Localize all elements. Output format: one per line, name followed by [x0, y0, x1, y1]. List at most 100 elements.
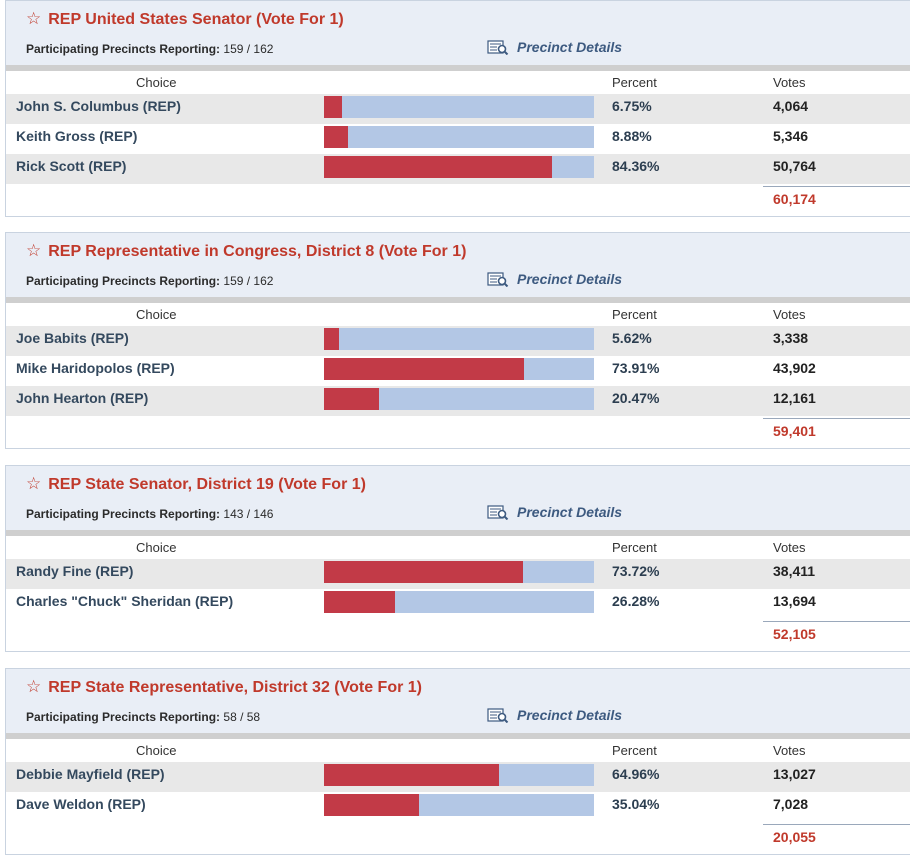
race-title-text: REP United States Senator (Vote For 1): [48, 11, 344, 28]
reporting-label: Participating Precincts Reporting:: [26, 507, 221, 521]
candidate-name: Randy Fine (REP): [16, 563, 134, 579]
candidate-name: Keith Gross (REP): [16, 128, 138, 144]
separator: [6, 530, 910, 536]
candidate-percent: 64.96%: [612, 766, 660, 782]
favorite-star-icon[interactable]: ☆: [26, 677, 42, 696]
column-header: Choice Percent Votes: [6, 536, 910, 559]
votes-header: Votes: [773, 75, 806, 90]
candidate-votes: 5,346: [773, 128, 809, 144]
race-title-text: REP State Senator, District 19 (Vote For…: [48, 476, 366, 493]
precinct-details-link[interactable]: Precinct Details: [487, 504, 622, 520]
percent-header: Percent: [612, 743, 657, 758]
percent-header: Percent: [612, 540, 657, 555]
candidate-votes: 13,694: [773, 593, 816, 609]
candidate-percent: 8.88%: [612, 128, 652, 144]
reporting-label: Participating Precincts Reporting:: [26, 710, 221, 724]
vote-share-fill: [324, 388, 380, 410]
favorite-star-icon[interactable]: ☆: [26, 9, 42, 28]
vote-share-bar: [324, 156, 594, 178]
race-header: ☆ REP State Senator, District 19 (Vote Fo…: [6, 466, 910, 530]
candidate-name: Charles "Chuck" Sheridan (REP): [16, 593, 234, 609]
candidate-percent: 26.28%: [612, 593, 660, 609]
candidate-name: Rick Scott (REP): [16, 158, 127, 174]
precincts-reporting: Participating Precincts Reporting: 159 /…: [26, 42, 273, 56]
candidate-name: Mike Haridopolos (REP): [16, 360, 175, 376]
candidate-votes: 43,902: [773, 360, 816, 376]
precincts-reporting: Participating Precincts Reporting: 143 /…: [26, 507, 273, 521]
precinct-details-icon: [487, 708, 509, 723]
candidate-votes: 38,411: [773, 563, 816, 579]
vote-share-fill: [324, 561, 524, 583]
votes-header: Votes: [773, 743, 806, 758]
precinct-details-link[interactable]: Precinct Details: [487, 39, 622, 55]
percent-header: Percent: [612, 75, 657, 90]
candidate-percent: 84.36%: [612, 158, 660, 174]
candidate-row: John S. Columbus (REP) 6.75% 4,064: [6, 94, 910, 124]
race-title: ☆ REP United States Senator (Vote For 1): [26, 9, 344, 29]
race-title-text: REP State Representative, District 32 (V…: [48, 679, 422, 696]
column-header: Choice Percent Votes: [6, 739, 910, 762]
race-title: ☆ REP Representative in Congress, Distric…: [26, 241, 466, 261]
vote-share-bar: [324, 388, 594, 410]
vote-share-bar: [324, 794, 594, 816]
candidate-row: Debbie Mayfield (REP) 64.96% 13,027: [6, 762, 910, 792]
candidate-row: Randy Fine (REP) 73.72% 38,411: [6, 559, 910, 589]
candidate-percent: 73.72%: [612, 563, 660, 579]
separator: [6, 65, 910, 71]
total-row: 59,401: [6, 416, 910, 448]
precinct-details-link[interactable]: Precinct Details: [487, 707, 622, 723]
choice-header: Choice: [136, 307, 177, 322]
candidate-votes: 50,764: [773, 158, 816, 174]
vote-share-bar: [324, 126, 594, 148]
candidate-row: Joe Babits (REP) 5.62% 3,338: [6, 326, 910, 356]
precinct-details-icon: [487, 272, 509, 287]
reporting-label: Participating Precincts Reporting:: [26, 42, 221, 56]
votes-header: Votes: [773, 540, 806, 555]
race-title: ☆ REP State Representative, District 32 (…: [26, 677, 422, 697]
candidate-row: Keith Gross (REP) 8.88% 5,346: [6, 124, 910, 154]
candidate-votes: 12,161: [773, 390, 816, 406]
candidate-row: John Hearton (REP) 20.47% 12,161: [6, 386, 910, 416]
race-header: ☆ REP Representative in Congress, Distric…: [6, 233, 910, 297]
candidate-percent: 20.47%: [612, 390, 660, 406]
vote-share-bar: [324, 591, 594, 613]
precinct-details-label: Precinct Details: [517, 504, 623, 520]
reporting-value: 159 / 162: [223, 42, 274, 56]
vote-share-bar: [324, 328, 594, 350]
vote-share-bar: [324, 561, 594, 583]
race-title: ☆ REP State Senator, District 19 (Vote Fo…: [26, 474, 366, 494]
candidate-name: John S. Columbus (REP): [16, 98, 181, 114]
choice-header: Choice: [136, 743, 177, 758]
candidate-name: Debbie Mayfield (REP): [16, 766, 165, 782]
precinct-details-icon: [487, 505, 509, 520]
race-header: ☆ REP United States Senator (Vote For 1) …: [6, 1, 910, 65]
vote-share-fill: [324, 328, 340, 350]
vote-share-fill: [324, 794, 419, 816]
candidate-votes: 13,027: [773, 766, 816, 782]
precincts-reporting: Participating Precincts Reporting: 159 /…: [26, 274, 273, 288]
precinct-details-label: Precinct Details: [517, 39, 623, 55]
race-card: ☆ REP United States Senator (Vote For 1) …: [5, 0, 910, 217]
candidate-percent: 5.62%: [612, 330, 652, 346]
vote-share-fill: [324, 591, 395, 613]
precinct-details-link[interactable]: Precinct Details: [487, 271, 622, 287]
precinct-details-label: Precinct Details: [517, 707, 623, 723]
candidate-row: Mike Haridopolos (REP) 73.91% 43,902: [6, 356, 910, 386]
column-header: Choice Percent Votes: [6, 71, 910, 94]
separator: [6, 733, 910, 739]
candidate-percent: 35.04%: [612, 796, 660, 812]
candidate-name: John Hearton (REP): [16, 390, 149, 406]
vote-share-fill: [324, 96, 343, 118]
choice-header: Choice: [136, 75, 177, 90]
total-votes: 52,105: [763, 621, 910, 642]
vote-share-fill: [324, 764, 500, 786]
reporting-label: Participating Precincts Reporting:: [26, 274, 221, 288]
total-row: 52,105: [6, 619, 910, 651]
total-row: 60,174: [6, 184, 910, 216]
favorite-star-icon[interactable]: ☆: [26, 241, 42, 260]
favorite-star-icon[interactable]: ☆: [26, 474, 42, 493]
percent-header: Percent: [612, 307, 657, 322]
candidate-row: Charles "Chuck" Sheridan (REP) 26.28% 13…: [6, 589, 910, 619]
race-title-text: REP Representative in Congress, District…: [48, 243, 467, 260]
total-votes: 20,055: [763, 824, 910, 845]
